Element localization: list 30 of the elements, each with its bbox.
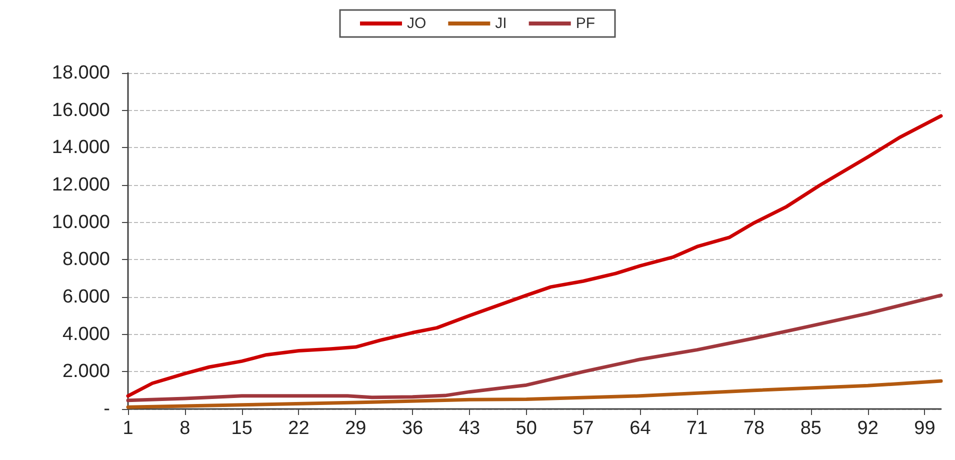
y-tick-label: 18.000 xyxy=(52,62,110,84)
x-tick-label: 1 xyxy=(122,418,134,439)
y-tick-label: 12.000 xyxy=(52,174,110,196)
legend-label: JO xyxy=(407,15,426,32)
x-tick-label: 78 xyxy=(743,418,765,439)
x-tick-label: 85 xyxy=(800,418,822,439)
y-tick-label: 6.000 xyxy=(62,286,110,308)
x-tick-label: 71 xyxy=(686,418,708,439)
x-tick-label: 57 xyxy=(572,418,594,439)
legend-label: JI xyxy=(495,15,507,32)
y-tick-label: 16.000 xyxy=(52,100,110,121)
legend-label: PF xyxy=(576,15,596,32)
x-tick-label: 99 xyxy=(914,418,936,439)
x-tick-label: 29 xyxy=(345,418,366,439)
y-tick-label: 14.000 xyxy=(52,137,110,158)
y-tick-label: - xyxy=(104,398,110,420)
y-tick-label: 10.000 xyxy=(52,212,110,233)
x-tick-label: 50 xyxy=(516,418,537,439)
x-tick-label: 64 xyxy=(630,418,652,439)
x-tick-label: 92 xyxy=(857,418,878,439)
line-series xyxy=(126,294,943,402)
y-tick-label: 2.000 xyxy=(62,361,110,382)
x-tick-label: 43 xyxy=(458,418,480,439)
y-tick-label: 4.000 xyxy=(62,324,110,345)
line-series xyxy=(126,114,943,398)
x-tick-label: 22 xyxy=(288,418,310,439)
x-tick-label: 8 xyxy=(180,418,190,439)
y-tick-label: 8.000 xyxy=(62,249,110,270)
x-tick-label: 36 xyxy=(402,418,424,439)
x-tick-label: 15 xyxy=(231,418,252,439)
